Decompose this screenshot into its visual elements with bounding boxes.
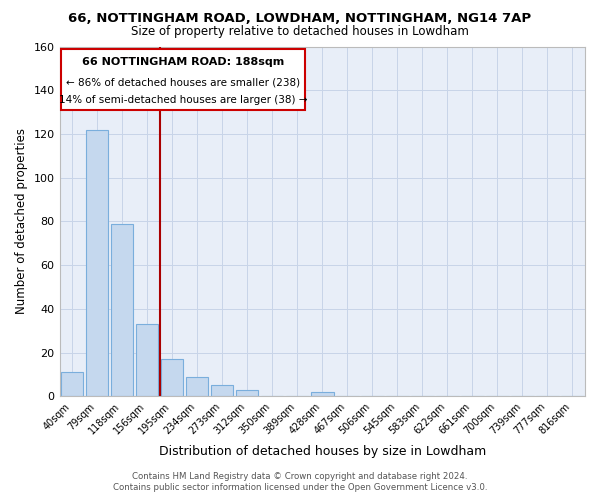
Y-axis label: Number of detached properties: Number of detached properties: [15, 128, 28, 314]
Bar: [86, 130, 109, 396]
Bar: [111, 224, 133, 396]
Bar: [136, 324, 158, 396]
Bar: [161, 359, 184, 397]
Bar: [211, 386, 233, 396]
Bar: [311, 392, 334, 396]
Text: ← 86% of detached houses are smaller (238): ← 86% of detached houses are smaller (23…: [66, 77, 300, 87]
Text: Contains HM Land Registry data © Crown copyright and database right 2024.
Contai: Contains HM Land Registry data © Crown c…: [113, 472, 487, 492]
Text: 66, NOTTINGHAM ROAD, LOWDHAM, NOTTINGHAM, NG14 7AP: 66, NOTTINGHAM ROAD, LOWDHAM, NOTTINGHAM…: [68, 12, 532, 26]
Bar: [61, 372, 83, 396]
Bar: [236, 390, 259, 396]
Text: 14% of semi-detached houses are larger (38) →: 14% of semi-detached houses are larger (…: [59, 94, 307, 104]
Text: Size of property relative to detached houses in Lowdham: Size of property relative to detached ho…: [131, 25, 469, 38]
Bar: [186, 376, 208, 396]
Text: 66 NOTTINGHAM ROAD: 188sqm: 66 NOTTINGHAM ROAD: 188sqm: [82, 58, 284, 68]
X-axis label: Distribution of detached houses by size in Lowdham: Distribution of detached houses by size …: [158, 444, 486, 458]
FancyBboxPatch shape: [61, 48, 305, 110]
